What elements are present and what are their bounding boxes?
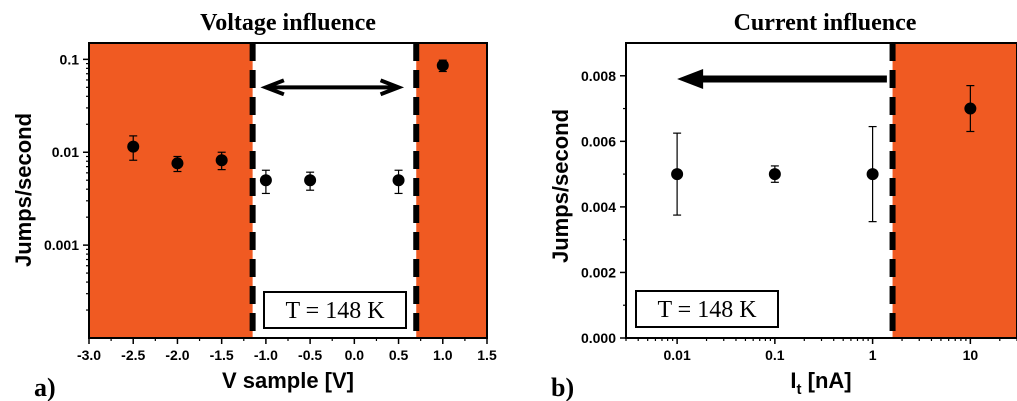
x-axis-ticks-a: -3.0 -2.5 -2.0 -1.5 -1.0 -0.5 0.0 0.5 1.0 1.5 — [77, 338, 497, 363]
data-point — [215, 154, 228, 167]
data-point — [866, 168, 879, 181]
x-tick-label: 0.5 — [389, 347, 409, 363]
panel-a: Voltage influence -3.0 -2.5 -2.0 -1.5 -1.0 -0… — [11, 10, 497, 401]
x-tick-label: -2.5 — [121, 347, 145, 363]
shaded-region — [89, 43, 253, 338]
data-point — [768, 168, 781, 181]
data-point — [436, 59, 449, 72]
y-tick-label: 0.008 — [581, 68, 616, 84]
x-tick-label: 10 — [963, 347, 979, 363]
temperature-box-b: T = 148 K — [635, 290, 779, 328]
x-tick-label: 0.0 — [345, 347, 365, 363]
arrow-head-left — [677, 69, 704, 90]
x-tick-label: -1.5 — [210, 347, 234, 363]
data-point — [964, 102, 977, 115]
panel-label-a: a) — [34, 373, 56, 401]
y-axis-ticks-b: 0.000 0.002 0.004 0.006 0.008 — [581, 68, 626, 346]
data-point — [259, 174, 272, 187]
arrow-head-right — [379, 78, 405, 97]
temperature-box-a: T = 148 K — [263, 291, 407, 329]
data-point — [392, 174, 405, 187]
x-tick-label: 1.0 — [433, 347, 453, 363]
shaded-region — [892, 43, 1017, 338]
panel-b: Current influence 0.01 0.1 1 10 0.0000.0020… — [548, 10, 1017, 401]
x-axis-ticks-b: 0.01 0.1 1 10 — [625, 338, 1017, 363]
y-tick-label: 0.000 — [581, 330, 616, 346]
data-point — [304, 174, 317, 187]
x-tick-label: -0.5 — [298, 347, 322, 363]
x-axis-label-a: V sample [V] — [222, 368, 354, 393]
chart-title-a: Voltage influence — [200, 10, 376, 36]
x-tick-label: 1.5 — [477, 347, 497, 363]
y-tick-label: 0.01 — [52, 144, 79, 160]
shaded-region — [416, 43, 487, 338]
y-axis-label-a: Jumps/second — [11, 113, 36, 267]
temperature-label-b: T = 148 K — [657, 297, 757, 323]
y-tick-label: 0.001 — [44, 237, 79, 253]
arrow-annotation-b — [677, 69, 887, 90]
temperature-label-a: T = 148 K — [285, 298, 385, 324]
data-series-b — [671, 85, 977, 223]
y-tick-label: 0.002 — [581, 264, 616, 280]
data-series-a — [127, 59, 449, 195]
x-tick-label: 0.1 — [765, 347, 785, 363]
boundary-lines-a — [249, 43, 420, 338]
y-tick-label: 0.006 — [581, 133, 616, 149]
arrow-head-left — [260, 78, 285, 97]
y-axis-label-b: Jumps/second — [548, 109, 573, 263]
x-axis-label-b: It [nA] — [790, 368, 851, 398]
y-tick-label: 0.004 — [581, 199, 616, 215]
y-axis-ticks-a: 0.001 0.01 0.1 — [44, 51, 89, 311]
x-tick-label: 0.01 — [663, 347, 690, 363]
x-tick-label: 1 — [869, 347, 877, 363]
arrow-annotation-a — [260, 78, 405, 97]
chart-title-b: Current influence — [734, 10, 917, 36]
y-tick-label: 0.1 — [60, 51, 80, 67]
shaded-regions-a — [89, 43, 487, 338]
x-tick-label: -1.0 — [254, 347, 278, 363]
x-tick-label: -2.0 — [165, 347, 189, 363]
panel-label-b: b) — [551, 373, 574, 401]
data-point — [127, 140, 140, 153]
data-point — [171, 157, 184, 170]
x-tick-label: -3.0 — [77, 347, 101, 363]
shaded-regions-b — [892, 43, 1017, 338]
data-point — [671, 168, 684, 181]
